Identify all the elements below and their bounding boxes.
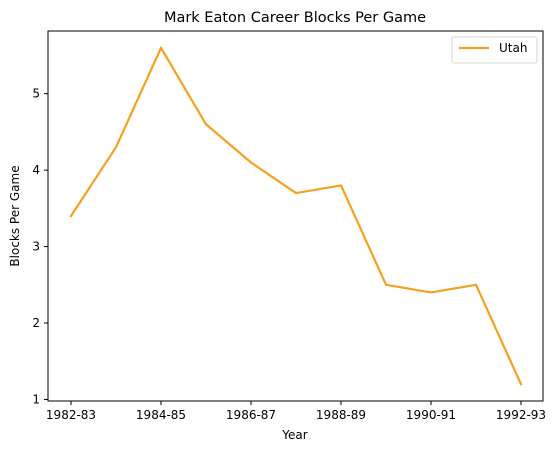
y-tick-label-2: 2 bbox=[32, 316, 40, 330]
legend-box bbox=[451, 36, 538, 64]
x-tick-label-1990-91: 1990-91 bbox=[406, 408, 456, 422]
y-tick-label-4: 4 bbox=[32, 163, 40, 177]
series-layer bbox=[69, 46, 523, 386]
plot-frame bbox=[47, 30, 544, 402]
x-tick-label-1984-85: 1984-85 bbox=[136, 408, 186, 422]
data-point-1991-92 bbox=[474, 283, 478, 286]
y-tick-label-5: 5 bbox=[32, 87, 40, 101]
data-point-1992-93 bbox=[519, 383, 523, 386]
data-point-1982-83 bbox=[69, 214, 73, 218]
data-point-1988-89 bbox=[339, 184, 343, 187]
x-tick-label-1992-93: 1992-93 bbox=[496, 408, 546, 422]
y-tick-label-1: 1 bbox=[32, 392, 40, 406]
data-point-1990-91 bbox=[429, 291, 433, 294]
y-axis: 1 2 3 4 5 bbox=[32, 87, 48, 406]
data-point-1986-87 bbox=[249, 161, 253, 164]
y-tick-label-3: 3 bbox=[32, 240, 40, 254]
y-axis-label: Blocks Per Game bbox=[8, 165, 22, 266]
x-tick-label-1982-83: 1982-83 bbox=[46, 408, 96, 422]
legend: Utah bbox=[451, 36, 538, 64]
data-point-1984-85 bbox=[159, 46, 163, 49]
series-line-utah bbox=[69, 46, 523, 386]
plot-area bbox=[47, 30, 544, 402]
data-point-1985-86 bbox=[204, 123, 208, 126]
legend-label-utah: Utah bbox=[499, 41, 527, 55]
chart-title: Mark Eaton Career Blocks Per Game bbox=[164, 10, 426, 26]
data-point-1987-88 bbox=[294, 191, 298, 195]
data-point-1989-90 bbox=[384, 283, 388, 286]
x-axis-label: Year bbox=[281, 428, 307, 442]
data-point-1983-84 bbox=[114, 146, 118, 149]
x-tick-label-1988-89: 1988-89 bbox=[316, 408, 366, 422]
x-axis: 1982-83 1984-85 1986-87 1988-89 1990-91 1992-… bbox=[46, 401, 546, 422]
x-tick-label-1986-87: 1986-87 bbox=[226, 408, 276, 422]
